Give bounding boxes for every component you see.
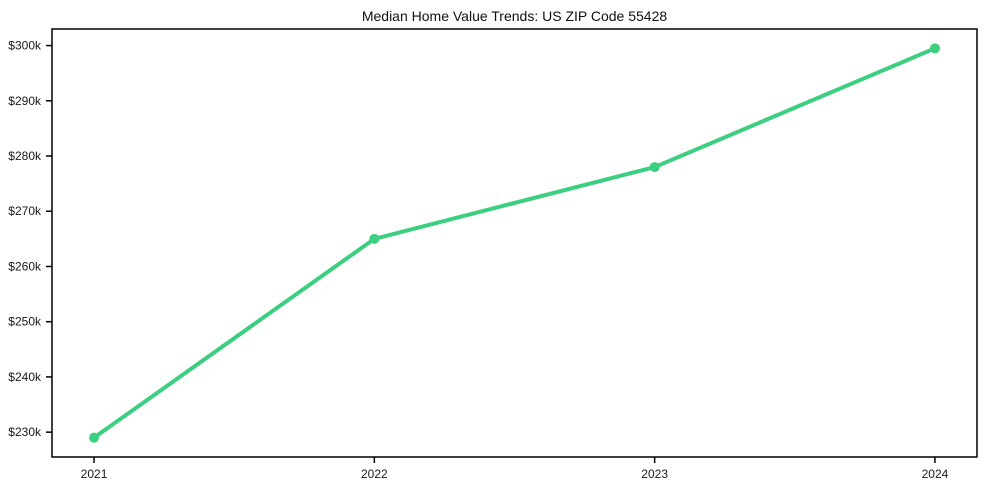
data-point bbox=[929, 43, 940, 54]
data-point bbox=[649, 162, 660, 173]
y-tick-label: $290k bbox=[8, 94, 42, 108]
data-point bbox=[369, 233, 380, 244]
y-tick-label: $250k bbox=[8, 315, 42, 329]
x-tick-label: 2021 bbox=[81, 467, 108, 481]
chart-title: Median Home Value Trends: US ZIP Code 55… bbox=[361, 8, 668, 24]
x-tick-label: 2022 bbox=[361, 467, 388, 481]
x-tick-label: 2023 bbox=[641, 467, 668, 481]
y-tick-label: $300k bbox=[8, 39, 42, 53]
y-tick-label: $260k bbox=[8, 259, 42, 273]
axis-frame bbox=[51, 28, 978, 458]
y-tick-label: $240k bbox=[8, 370, 42, 384]
x-tick-label: 2024 bbox=[922, 467, 949, 481]
y-tick-label: $230k bbox=[8, 425, 42, 439]
data-point bbox=[89, 432, 100, 443]
y-tick-label: $280k bbox=[8, 149, 42, 163]
y-tick-label: $270k bbox=[8, 204, 42, 218]
trend-line bbox=[92, 46, 937, 440]
